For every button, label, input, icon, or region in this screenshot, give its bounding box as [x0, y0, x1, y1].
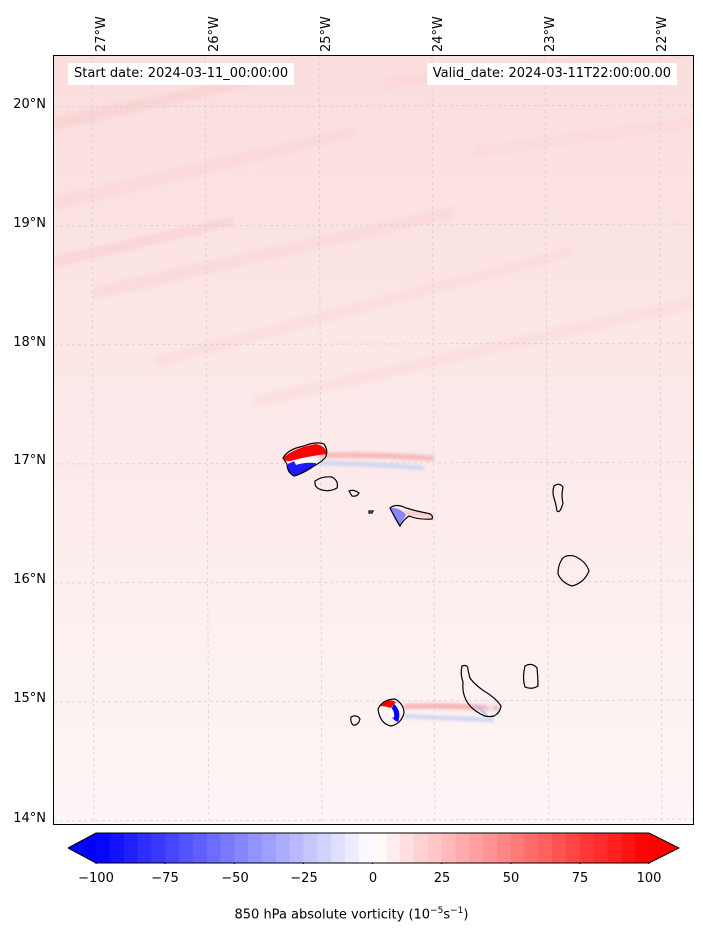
valid-date-label: Valid_date: 2024-03-11T22:00:00.00 [426, 63, 677, 85]
colorbar-bin [137, 833, 152, 863]
colorbar-label: 850 hPa absolute vorticity (10−5s−1) [234, 906, 469, 923]
lon-label-27w: 27°W [94, 16, 109, 52]
colorbar-bin [289, 833, 304, 863]
fogo-negative [390, 704, 400, 722]
colorbar-bin [552, 833, 567, 863]
colorbar-tick: 0 [368, 871, 378, 886]
lat-label-14n: 14°N [13, 811, 46, 826]
colorbar-tick: 25 [433, 871, 451, 886]
lon-label-24w: 24°W [431, 16, 446, 52]
colorbar-bin [275, 833, 291, 863]
island-branco [368, 510, 374, 514]
colorbar-tick: −50 [221, 871, 249, 886]
vorticity-streaks [54, 56, 693, 408]
colorbar-bin [607, 833, 622, 863]
colorbar-bin [621, 833, 636, 863]
colorbar-bin [344, 833, 360, 863]
map-field [54, 56, 693, 824]
colorbar-bin [151, 833, 166, 863]
colorbar [68, 832, 680, 864]
colorbar-bin [331, 833, 346, 863]
island-fogo [377, 698, 405, 727]
island-maio [522, 663, 539, 689]
colorbar-bin [510, 833, 526, 863]
lat-label-19n: 19°N [13, 216, 46, 231]
island-santo-antao [282, 442, 328, 477]
colorbar-bin [303, 833, 318, 863]
colorbar-bin [220, 833, 235, 863]
colorbar-bin [178, 833, 194, 863]
colorbar-extend-min [68, 833, 96, 863]
lat-label-17n: 17°N [13, 453, 46, 468]
colorbar-bin [165, 833, 180, 863]
vorticity-background [54, 56, 693, 824]
colorbar-bin [372, 833, 387, 863]
colorbar-bin [400, 833, 415, 863]
colorbar-bin [206, 833, 221, 863]
colorbar-bin [234, 833, 249, 863]
colorbar-bin [413, 833, 429, 863]
fogo-positive [379, 700, 396, 708]
colorbar-tick: −100 [78, 871, 114, 886]
colorbar-bin [248, 833, 263, 863]
gridlines [54, 56, 693, 824]
colorbar-tick: 100 [636, 871, 662, 886]
coastlines [282, 442, 590, 727]
colorbar-bin [566, 833, 581, 863]
colorbar-bin [496, 833, 512, 863]
colorbar-bin [483, 833, 498, 863]
lon-label-26w: 26°W [207, 16, 222, 52]
lat-label-15n: 15°N [13, 691, 46, 706]
colorbar-tick: −75 [151, 871, 179, 886]
lon-label-22w: 22°W [655, 16, 670, 52]
colorbar-bin [192, 833, 208, 863]
colorbar-bin [524, 833, 539, 863]
colorbar-extend-max [649, 833, 679, 863]
island-sal [552, 483, 564, 513]
lon-label-25w: 25°W [319, 16, 334, 52]
colorbar-bin [455, 833, 470, 863]
island-boa-vista [557, 554, 590, 587]
island-santiago [460, 664, 502, 718]
colorbar-bin [358, 833, 373, 863]
colorbar-bin [538, 833, 553, 863]
colorbar-bin [317, 833, 332, 863]
lat-label-20n: 20°N [13, 97, 46, 112]
colorbar-bin [635, 833, 650, 863]
lat-label-18n: 18°N [13, 335, 46, 350]
lon-label-23w: 23°W [543, 16, 558, 52]
lat-label-16n: 16°N [13, 572, 46, 587]
map-panel: Start date: 2024-03-11_00:00:00 Valid_da… [53, 55, 694, 825]
colorbar-bin [427, 833, 443, 863]
colorbar-tick: 75 [571, 871, 589, 886]
colorbar-bin [96, 833, 111, 863]
island-brava [350, 715, 361, 726]
colorbar-bin [386, 833, 401, 863]
island-santa-luzia [348, 489, 360, 497]
colorbar-bin [593, 833, 609, 863]
island-sao-nicolau [389, 504, 433, 528]
colorbar-bin [469, 833, 484, 863]
colorbar-bin [579, 833, 595, 863]
colorbar-bin [109, 833, 125, 863]
colorbar-tick: −25 [290, 871, 318, 886]
santo-antao-positive [283, 444, 327, 462]
start-date-label: Start date: 2024-03-11_00:00:00 [68, 63, 295, 85]
colorbar-bin [441, 833, 456, 863]
santo-antao-negative [287, 458, 317, 476]
island-sao-vicente [314, 476, 339, 492]
colorbar-tick: 50 [502, 871, 520, 886]
island-vorticity-patches [283, 444, 488, 722]
colorbar-bin [261, 833, 277, 863]
vorticity-wake-north [319, 452, 434, 518]
colorbar-bin [123, 833, 138, 863]
